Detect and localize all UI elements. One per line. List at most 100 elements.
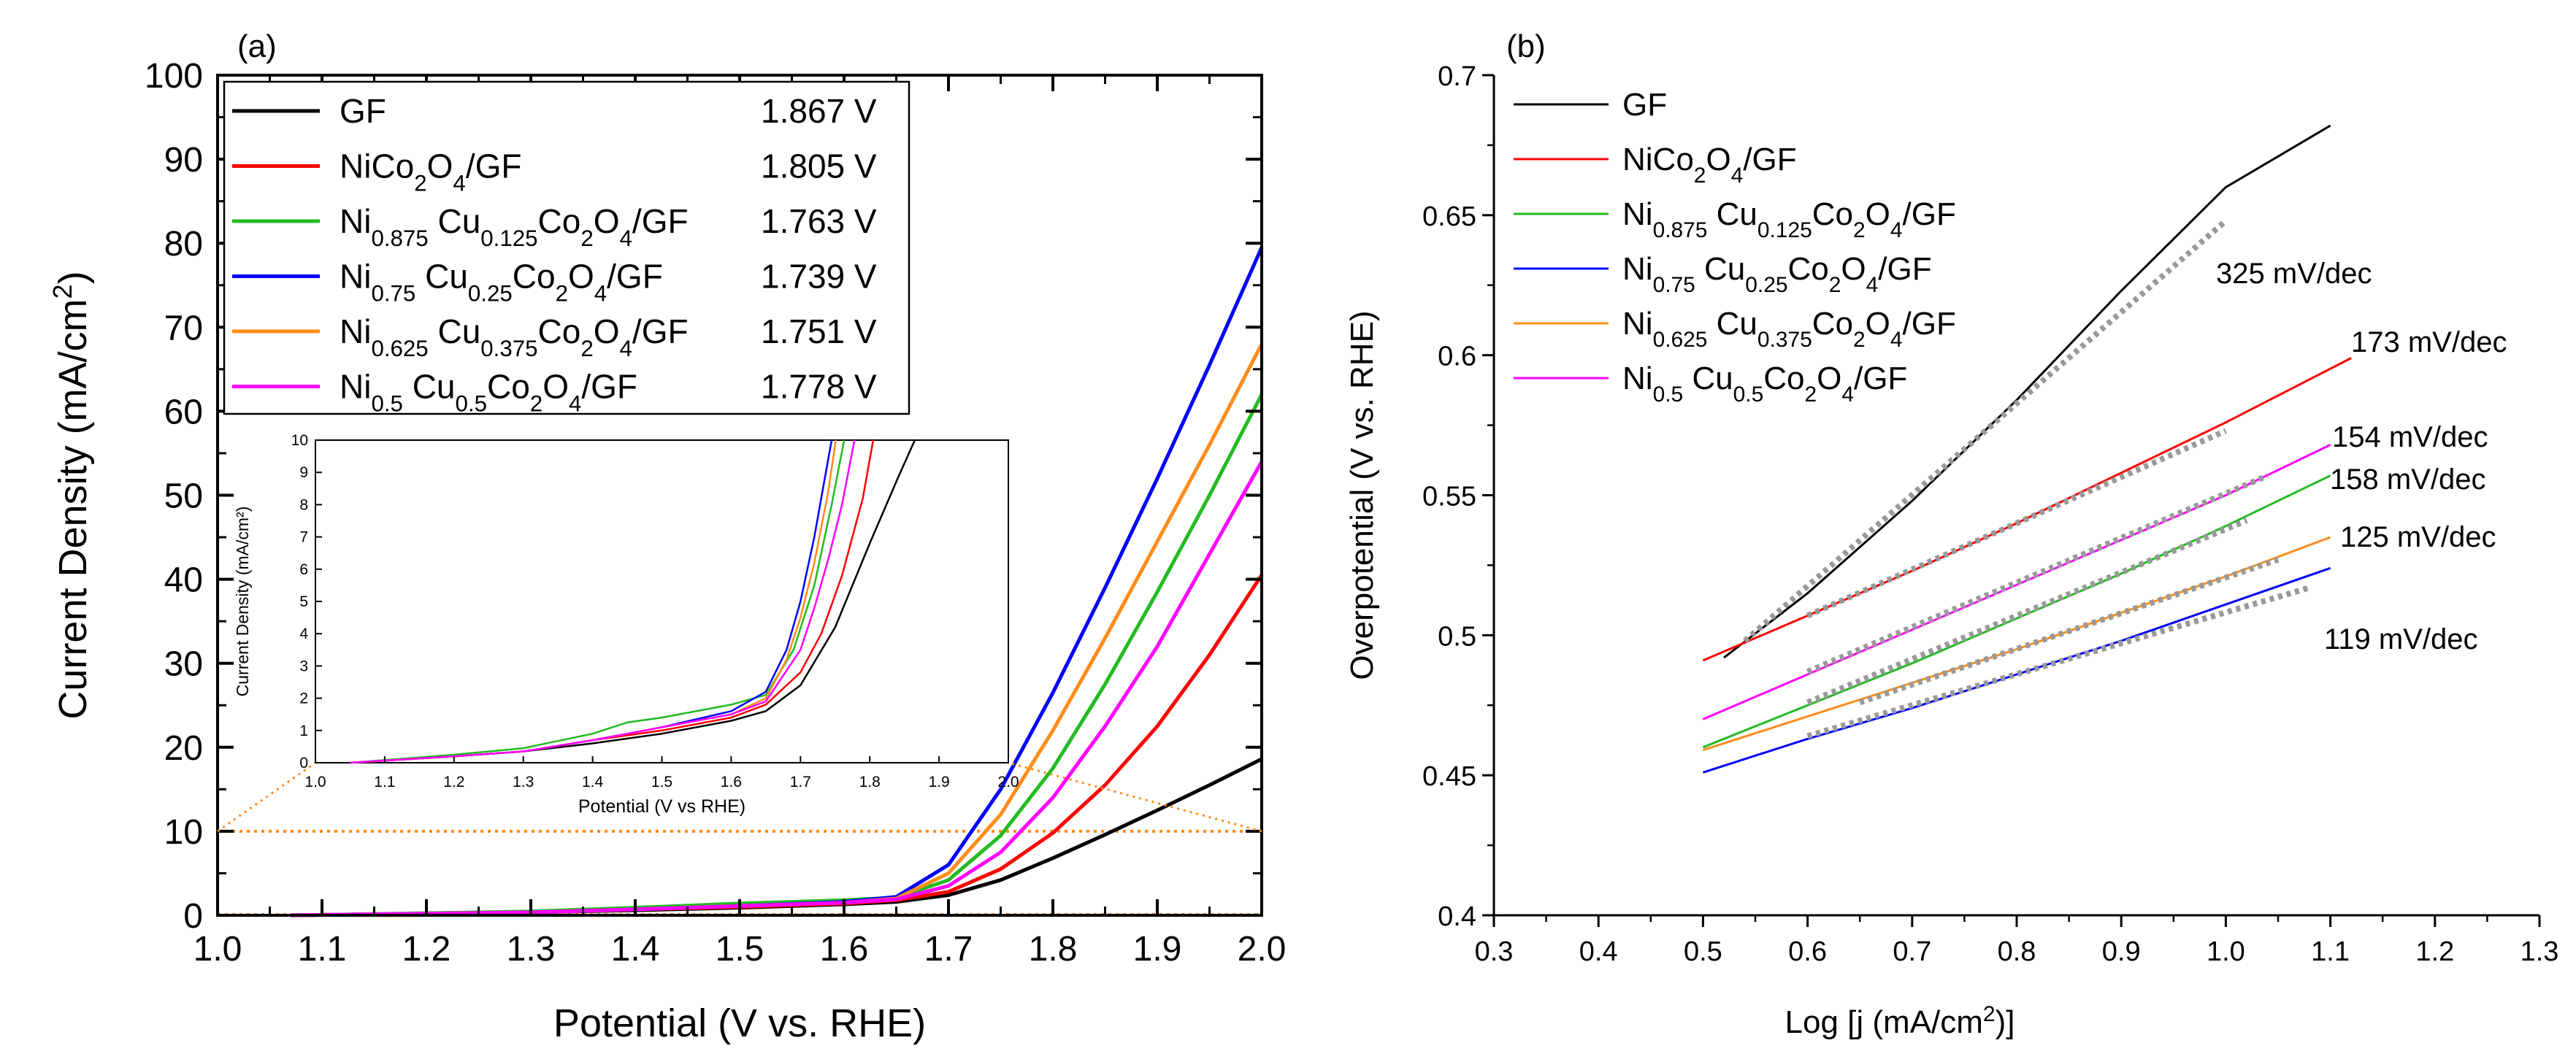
legend-label-part: 0.125 [1757,218,1812,242]
legend-label-part: O [1866,306,1890,342]
legend-label-part: Co [1763,361,1804,396]
axis-label-part: Current Density (mA/cm [51,299,95,719]
legend-label-part: 0.875 [371,226,428,251]
inset-y-axis-label: Current Density (mA/cm²) [233,507,252,697]
legend-label-part: Cu [1707,196,1757,232]
inset-y-tick-label: 1 [299,723,308,739]
x-tick-label-b: 1.0 [2207,936,2245,967]
axis-label-part: Log [j (mA/cm [1785,1004,1983,1040]
x-tick-label-b: 0.6 [1788,936,1827,967]
legend-label-b-2: Ni0.875 Cu0.125Co2O4/GF [1622,196,1956,242]
x-tick-label-a: 1.8 [1029,930,1078,969]
legend-label-part: 0.125 [480,226,537,251]
inset-y-tick-label: 8 [299,496,308,513]
x-tick-label-a: 1.4 [611,930,660,969]
inset-y-tick-label: 9 [299,464,308,481]
legend-label-a-4: Ni0.625 Cu0.375Co2O4/GF [340,312,689,361]
legend-label-part: /GF [1743,142,1796,177]
legend-label-part: Co [1812,306,1853,342]
legend-label-part: 2 [556,280,568,306]
legend-label-part: 0.625 [1653,328,1708,352]
legend-label-b-0: GF [1622,87,1667,123]
legend-label-b-4: Ni0.625 Cu0.375Co2O4/GF [1622,306,1956,352]
y-tick-label-a: 50 [164,477,203,516]
legend-onset-value-a-3: 1.739 V [761,258,877,296]
y-tick-label-a: 30 [164,645,203,684]
tafel-slope-label-1: 173 mV/dec [2351,326,2507,358]
legend-label-part: Co [513,258,556,296]
y-tick-label-a: 80 [164,225,203,263]
legend-label-part: Cu [415,258,468,296]
y-axis-label-b: Overpotential (V vs. RHE) [1344,310,1380,680]
legend-label-part: 0.5 [1733,382,1764,407]
inset-y-tick-label: 10 [291,432,308,449]
axis-label-part: )] [1996,1004,2015,1040]
legend-label-part: Co [538,202,581,240]
inset-x-axis-label: Potential (V vs RHE) [578,796,745,817]
axis-label-part: ) [51,271,95,284]
y-tick-label-b: 0.7 [1438,61,1476,92]
panel-b-tafel-chart: 0.3 0.4 0.5 0.6 0.7 0.8 0.9 1.0 1.1 1.2 1.3 0.4 0.45… [1344,28,2558,1040]
legend-onset-value-a-5: 1.778 V [761,368,877,406]
legend-label-part: 4 [453,170,465,196]
legend-label-part: O [1866,196,1890,232]
legend-label-part: Cu [1695,251,1745,287]
legend-label-part: 2 [1694,163,1706,188]
inset-x-tick-label: 1.7 [790,774,811,790]
legend-label-part: /GF [1903,306,1956,342]
tafel-fit-line-2 [1806,517,2248,706]
legend-label-part: 0.875 [1653,218,1708,242]
legend-label-part: Ni [340,368,371,406]
legend-label-part: Ni [340,202,371,240]
x-tick-label-a: 1.6 [820,930,869,969]
legend-label-part: Ni [1622,251,1653,287]
legend-label-part: Ni [1622,361,1653,396]
tafel-fit-line-1 [1806,428,2228,619]
legend-label-part: O [1817,361,1841,396]
legend-label-a-0: GF [340,92,386,130]
legend-label-part: 0.375 [1757,328,1812,352]
x-tick-label-b: 0.9 [2102,936,2141,967]
legend-label-part: /GF [1878,251,1931,287]
legend-label-part: 2 [1829,273,1841,297]
legend-label-part: 2 [1804,382,1817,407]
legend-label-part: /GF [581,368,637,406]
x-tick-label-b: 0.5 [1684,936,1722,967]
legend-label-part: 2 [530,390,543,416]
x-tick-label-a: 1.7 [924,930,973,969]
legend-box-a [223,80,911,415]
legend-label-part: /GF [1903,196,1956,232]
legend-label-part: Co [538,312,581,350]
legend-label-part: 2 [1853,328,1866,352]
legend-label-part: 4 [1731,163,1744,188]
legend-label-part: 4 [594,280,607,306]
inset-x-tick-label: 1.8 [859,774,881,790]
legend-label-part: 0.5 [371,390,402,416]
legend-label-part: 0.375 [480,336,537,361]
legend-label-part: O [1841,251,1866,287]
y-tick-label-b: 0.6 [1438,342,1476,372]
legend-label-part: 4 [620,226,632,251]
x-tick-label-b: 1.1 [2311,936,2350,967]
x-tick-label-a: 1.5 [716,930,764,969]
x-tick-label-a: 1.3 [507,930,556,969]
y-tick-label-b: 0.65 [1422,201,1476,232]
legend-label-part: 4 [569,390,581,416]
x-axis-label-b: Log [j (mA/cm2)] [1785,1002,2015,1041]
y-tick-label-b: 0.5 [1438,621,1476,652]
legend-label-part: /GF [1854,361,1907,396]
legend-label-part: Ni [340,312,371,350]
legend-label-part: 2 [414,170,426,196]
y-axis-label-a: Current Density (mA/cm2) [47,271,96,719]
legend-label-part: O [1706,142,1730,177]
legend-onset-value-a-1: 1.805 V [761,147,877,185]
legend-label-part: Cu [1707,306,1757,342]
legend-label-part: 4 [1890,328,1903,352]
legend-label-part: NiCo [340,147,414,185]
legend-label-b-1: NiCo2O4/GF [1622,142,1797,188]
legend-label-part: /GF [632,202,689,240]
series-line-b-3 [1702,566,2331,774]
